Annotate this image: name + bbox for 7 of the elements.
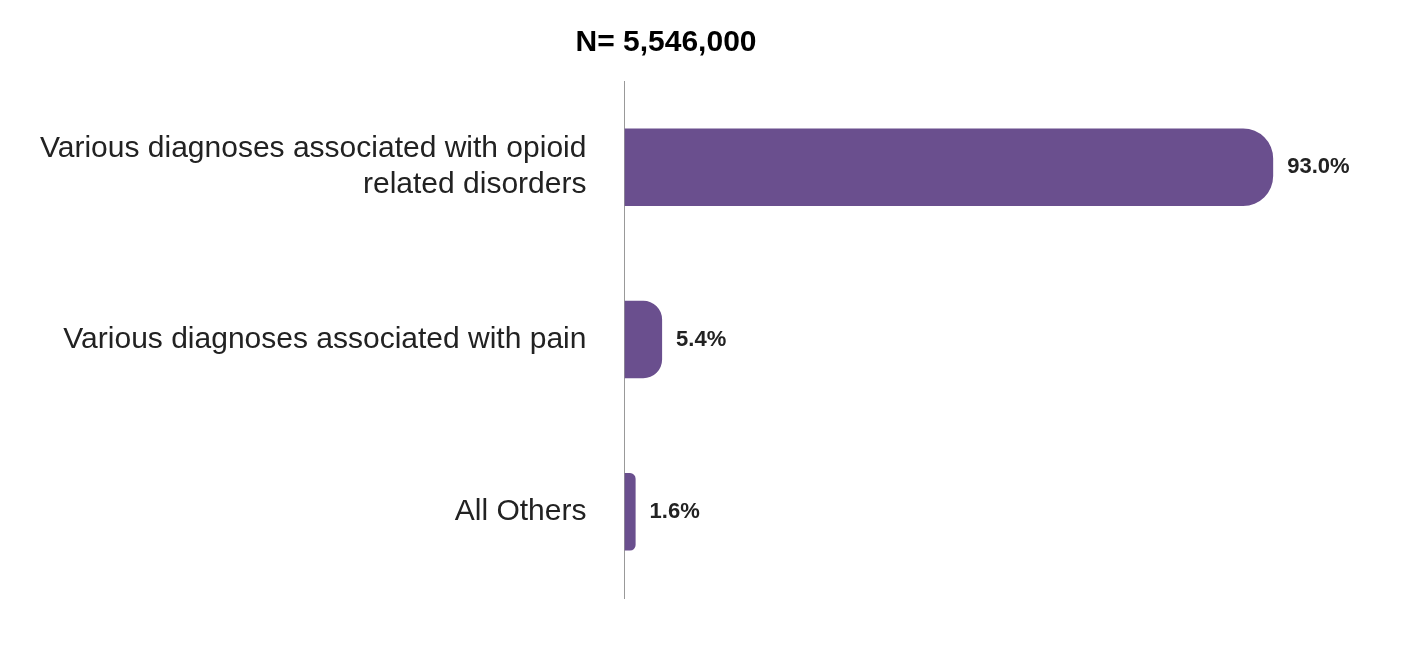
y-tick-label: Various diagnoses associated with pain	[63, 320, 587, 354]
y-tick-label: Various diagnoses associated with opioid related disorders	[39, 130, 587, 200]
data-label: 93.0%	[1287, 153, 1350, 179]
data-label: 1.6%	[649, 497, 700, 523]
y-tick-label: All Others	[454, 493, 587, 527]
data-label: 5.4%	[676, 325, 727, 351]
chart-title: N= 5,546,000	[575, 24, 757, 58]
